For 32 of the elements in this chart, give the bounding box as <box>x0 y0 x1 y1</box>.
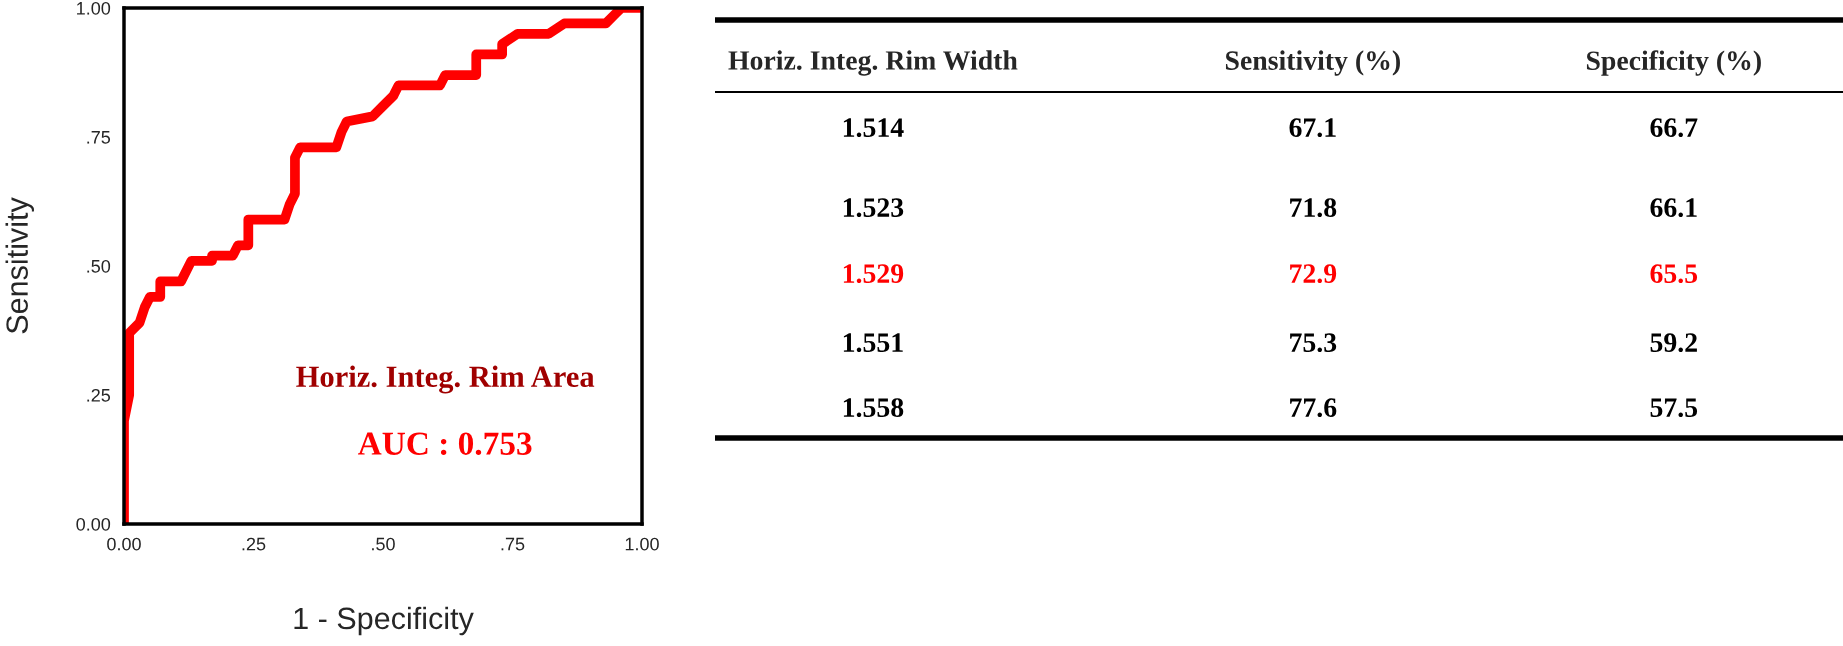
text: 77.6 <box>1290 398 1337 418</box>
x-tick-label: 0.00 <box>107 537 141 551</box>
text: 1.523 <box>843 198 904 218</box>
y-tick-label: .25 <box>87 388 111 402</box>
text: 75.3 <box>1290 333 1337 353</box>
text: 67.1 <box>1289 118 1336 138</box>
text: 71.8 <box>1290 198 1337 218</box>
y-tick-label: .75 <box>87 131 111 144</box>
text: 66.7 <box>1650 118 1698 138</box>
category-label: Specificity (%) <box>1586 50 1761 76</box>
y-axis-title: Sensitivity <box>5 197 34 334</box>
y-tick-label: 0.00 <box>76 517 111 531</box>
text: 72.9 <box>1290 264 1337 284</box>
text: 66.1 <box>1650 198 1697 218</box>
category-label: Sensitivity (%) <box>1225 50 1400 76</box>
x-tick-label: .25 <box>242 537 266 551</box>
x-tick-label: .50 <box>372 537 395 551</box>
y-tick-label: 1.00 <box>77 1 111 15</box>
annotation: Horiz. Integ. Rim Area <box>296 365 595 394</box>
x-axis-title: 1 - Specificity <box>294 606 474 636</box>
text: 1.551 <box>843 333 903 353</box>
annotation: AUC : 0.753 <box>358 432 532 456</box>
text: 1.558 <box>843 398 904 418</box>
text: 65.5 <box>1650 264 1698 284</box>
x-tick-label: .75 <box>501 537 525 551</box>
text: 59.2 <box>1650 333 1697 353</box>
y-tick-label: .50 <box>87 259 111 273</box>
x-tick-label: 1.00 <box>625 537 659 551</box>
text: 57.5 <box>1650 398 1698 418</box>
text: 1.529 <box>843 264 904 284</box>
text: 1.514 <box>843 118 904 138</box>
category-label: Horiz. Integ. Rim Width <box>728 50 1018 76</box>
